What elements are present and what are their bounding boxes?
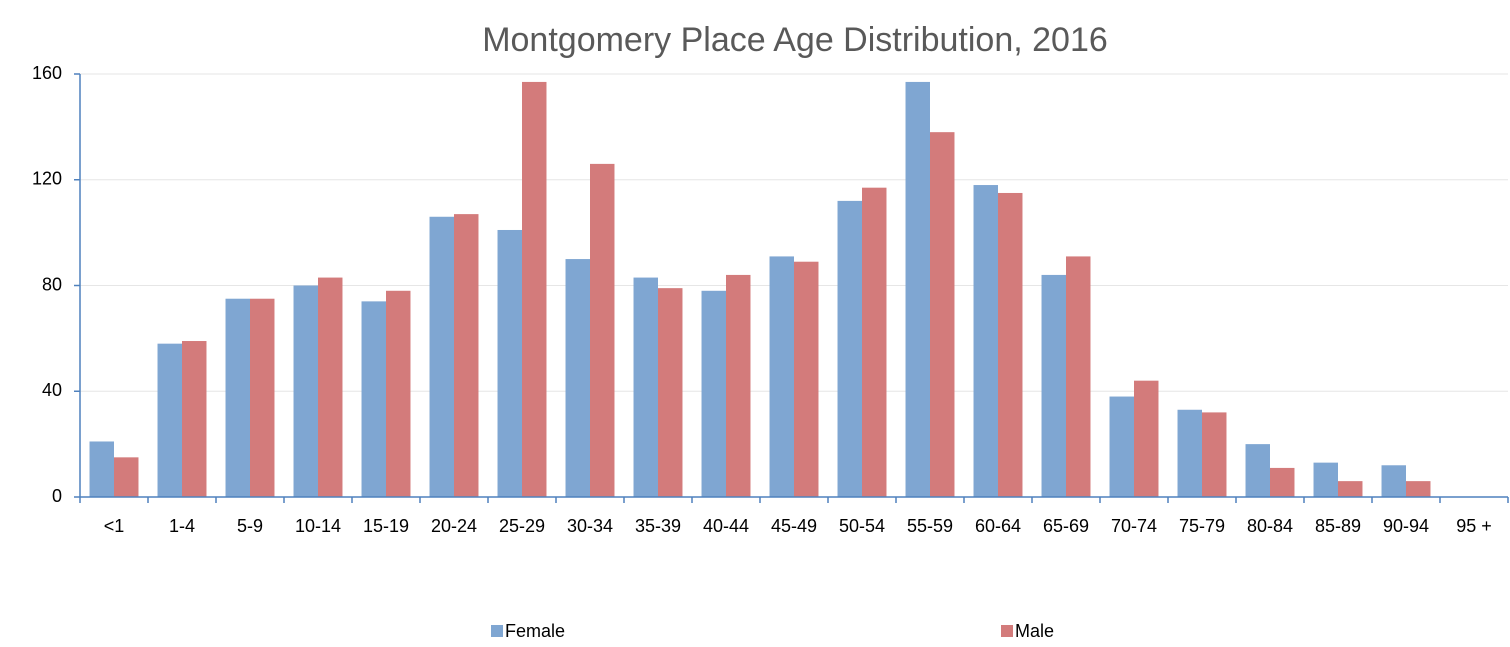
y-tick-label: 120 bbox=[32, 169, 62, 189]
bar bbox=[701, 290, 726, 497]
x-tick-label: 1-4 bbox=[169, 516, 195, 536]
bar bbox=[114, 457, 139, 497]
x-tick-label: 25-29 bbox=[499, 516, 545, 536]
bar bbox=[658, 288, 683, 497]
bar bbox=[794, 261, 819, 497]
bar bbox=[1381, 465, 1406, 497]
bar bbox=[590, 163, 615, 497]
bar bbox=[225, 298, 250, 497]
x-tick-label: 70-74 bbox=[1111, 516, 1157, 536]
y-tick-label: 160 bbox=[32, 63, 62, 83]
bar bbox=[973, 185, 998, 497]
bar bbox=[386, 290, 411, 497]
legend-label: Female bbox=[505, 621, 565, 641]
bar bbox=[726, 274, 751, 497]
x-tick-label: 95 + bbox=[1456, 516, 1492, 536]
bar bbox=[1270, 467, 1295, 497]
x-tick-label: 5-9 bbox=[237, 516, 263, 536]
x-tick-label: 40-44 bbox=[703, 516, 749, 536]
x-tick-label: 45-49 bbox=[771, 516, 817, 536]
legend-swatch bbox=[1001, 625, 1013, 637]
bar bbox=[1134, 380, 1159, 497]
x-tick-label: 80-84 bbox=[1247, 516, 1293, 536]
bar bbox=[565, 259, 590, 497]
bar bbox=[930, 132, 955, 497]
bar bbox=[1202, 412, 1227, 497]
x-tick-label: 35-39 bbox=[635, 516, 681, 536]
x-tick-label: 10-14 bbox=[295, 516, 341, 536]
y-tick-label: 80 bbox=[42, 274, 62, 294]
bar bbox=[250, 298, 275, 497]
bar bbox=[361, 301, 386, 497]
bar bbox=[1041, 274, 1066, 497]
x-tick-label: 65-69 bbox=[1043, 516, 1089, 536]
x-tick-label: <1 bbox=[104, 516, 125, 536]
bar bbox=[1245, 444, 1270, 497]
x-tick-label: 50-54 bbox=[839, 516, 885, 536]
x-tick-label: 20-24 bbox=[431, 516, 477, 536]
x-tick-label: 15-19 bbox=[363, 516, 409, 536]
bar bbox=[998, 192, 1023, 497]
chart-title: Montgomery Place Age Distribution, 2016 bbox=[482, 21, 1108, 59]
bar bbox=[1066, 256, 1091, 497]
bar bbox=[1338, 481, 1363, 497]
bar bbox=[497, 229, 522, 497]
legend-swatch bbox=[491, 625, 503, 637]
bar bbox=[293, 285, 318, 497]
x-tick-label: 55-59 bbox=[907, 516, 953, 536]
x-tick-label: 90-94 bbox=[1383, 516, 1429, 536]
bar bbox=[318, 277, 343, 497]
bar bbox=[89, 441, 114, 497]
y-tick-label: 40 bbox=[42, 380, 62, 400]
x-tick-label: 75-79 bbox=[1179, 516, 1225, 536]
bar bbox=[1109, 396, 1134, 497]
bar bbox=[1313, 462, 1338, 497]
bar bbox=[522, 81, 547, 498]
y-tick-label: 0 bbox=[52, 486, 62, 506]
bar bbox=[633, 277, 658, 497]
x-tick-label: 30-34 bbox=[567, 516, 613, 536]
bar bbox=[157, 343, 182, 497]
bar bbox=[905, 81, 930, 498]
bar bbox=[454, 214, 479, 497]
x-tick-label: 85-89 bbox=[1315, 516, 1361, 536]
bar bbox=[837, 200, 862, 497]
bar bbox=[429, 216, 454, 497]
bar bbox=[862, 187, 887, 497]
x-tick-label: 60-64 bbox=[975, 516, 1021, 536]
bar bbox=[769, 256, 794, 497]
bar bbox=[1406, 481, 1431, 497]
bar bbox=[1177, 409, 1202, 497]
bar bbox=[182, 341, 207, 497]
legend-label: Male bbox=[1015, 621, 1054, 641]
